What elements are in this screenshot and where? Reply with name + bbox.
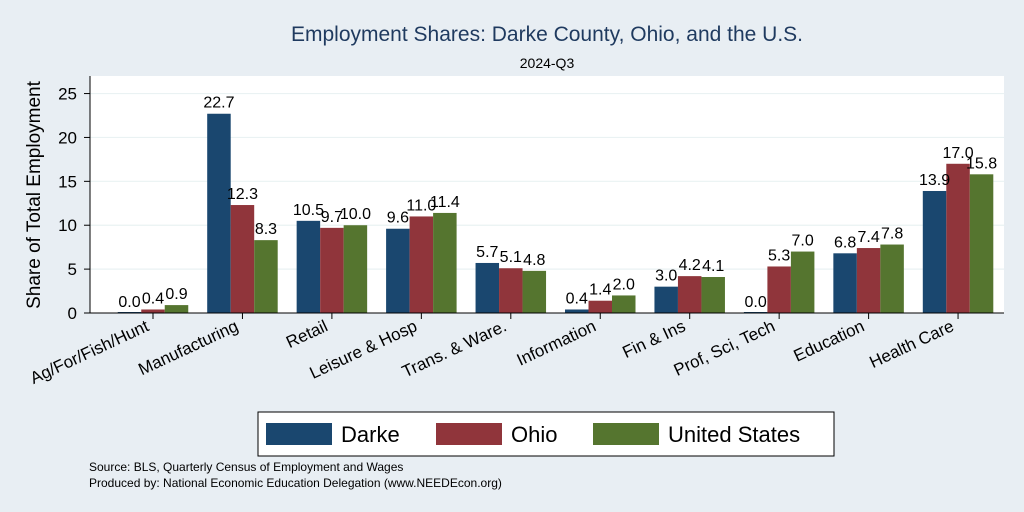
data-label: 0.0 — [118, 294, 140, 311]
produced-note: Produced by: National Economic Education… — [89, 476, 502, 490]
legend-swatch-darke — [266, 423, 332, 445]
bar-united-states-manufacturing — [254, 240, 278, 313]
bar-darke-manufacturing — [207, 113, 231, 313]
bar-darke-retail — [296, 220, 321, 313]
data-label: 6.8 — [834, 234, 856, 251]
data-label: 11.0 — [406, 197, 436, 214]
legend-label-united-states: United States — [668, 422, 800, 447]
legend-label-ohio: Ohio — [511, 422, 557, 447]
data-label: 15.8 — [966, 155, 997, 172]
data-label: 13.9 — [919, 172, 950, 189]
bar-ohio-manufacturing — [230, 205, 255, 313]
data-label: 7.0 — [792, 233, 814, 250]
bar-united-states-retail — [343, 225, 368, 313]
data-label: 5.7 — [476, 244, 498, 261]
chart-title: Employment Shares: Darke County, Ohio, a… — [291, 23, 803, 46]
bar-darke-leisure-hosp — [386, 228, 410, 313]
data-label: 9.7 — [321, 209, 343, 226]
data-label: 11.4 — [430, 194, 460, 211]
y-ticks-layer: 0 5 10 15 20 25 — [58, 85, 90, 323]
bar-darke-education — [833, 253, 857, 313]
data-label: 10.5 — [293, 202, 324, 219]
bar-united-states-prof-sci-tech — [790, 251, 815, 313]
data-label: 4.2 — [679, 257, 701, 274]
data-label: 12.3 — [227, 186, 258, 203]
data-label: 10.0 — [340, 206, 371, 223]
legend-swatch-ohio — [436, 423, 502, 445]
y-tick-label: 0 — [68, 304, 77, 323]
data-label: 2.0 — [613, 276, 635, 293]
bar-darke-fin-ins — [654, 286, 678, 313]
bar-united-states-information — [612, 295, 636, 313]
data-label: 0.9 — [165, 286, 187, 303]
data-label: 5.3 — [768, 247, 790, 264]
data-label: 17.0 — [942, 145, 973, 162]
bar-ohio-fin-ins — [677, 276, 702, 313]
data-label: 4.1 — [702, 258, 724, 275]
bar-united-states-health-care — [969, 174, 994, 313]
data-label: 9.6 — [387, 210, 409, 227]
data-label: 0.0 — [745, 294, 767, 311]
source-note: Source: BLS, Quarterly Census of Employm… — [89, 460, 403, 474]
data-label: 1.4 — [589, 282, 611, 299]
bar-ohio-trans-ware — [499, 268, 523, 313]
data-label: 5.1 — [500, 249, 522, 266]
data-label: 3.0 — [655, 268, 677, 285]
bar-darke-trans-ware — [475, 262, 500, 313]
y-tick-label: 25 — [58, 85, 77, 104]
y-tick-label: 15 — [58, 172, 77, 191]
bars-layer — [117, 113, 994, 313]
bar-ohio-retail — [320, 227, 344, 313]
bar-ohio-ag-for-fish-hunt — [141, 309, 165, 313]
chart-subtitle: 2024-Q3 — [520, 55, 575, 71]
bar-ohio-health-care — [946, 163, 970, 313]
data-label: 8.3 — [255, 221, 277, 238]
data-label: 7.4 — [857, 229, 879, 246]
y-tick-label: 10 — [58, 216, 77, 235]
legend: Darke Ohio United States — [257, 411, 835, 457]
data-labels-layer: 0.0 0.4 0.922.712.38.310.59.710.0 9.611.011… — [118, 95, 997, 311]
legend-box — [257, 411, 835, 457]
legend-label-darke: Darke — [341, 422, 400, 447]
legend-swatch-united-states — [593, 423, 659, 445]
bar-united-states-trans-ware — [522, 270, 547, 313]
bar-darke-health-care — [922, 190, 947, 313]
bar-ohio-leisure-hosp — [409, 216, 434, 313]
data-label: 0.4 — [566, 290, 588, 307]
bar-darke-information — [565, 309, 589, 313]
y-axis-label: Share of Total Employment — [24, 80, 45, 308]
data-label: 22.7 — [203, 95, 234, 112]
y-tick-label: 5 — [68, 260, 77, 279]
bar-ohio-information — [588, 300, 612, 313]
data-label: 4.8 — [523, 252, 545, 269]
data-label: 7.8 — [881, 226, 903, 243]
bar-ohio-education — [856, 248, 881, 313]
bar-united-states-leisure-hosp — [433, 212, 457, 313]
bar-united-states-ag-for-fish-hunt — [164, 305, 189, 313]
bar-ohio-prof-sci-tech — [767, 266, 791, 313]
bar-united-states-education — [880, 244, 904, 313]
y-tick-label: 20 — [58, 128, 77, 147]
data-label: 0.4 — [142, 290, 164, 307]
bar-united-states-fin-ins — [701, 277, 725, 313]
